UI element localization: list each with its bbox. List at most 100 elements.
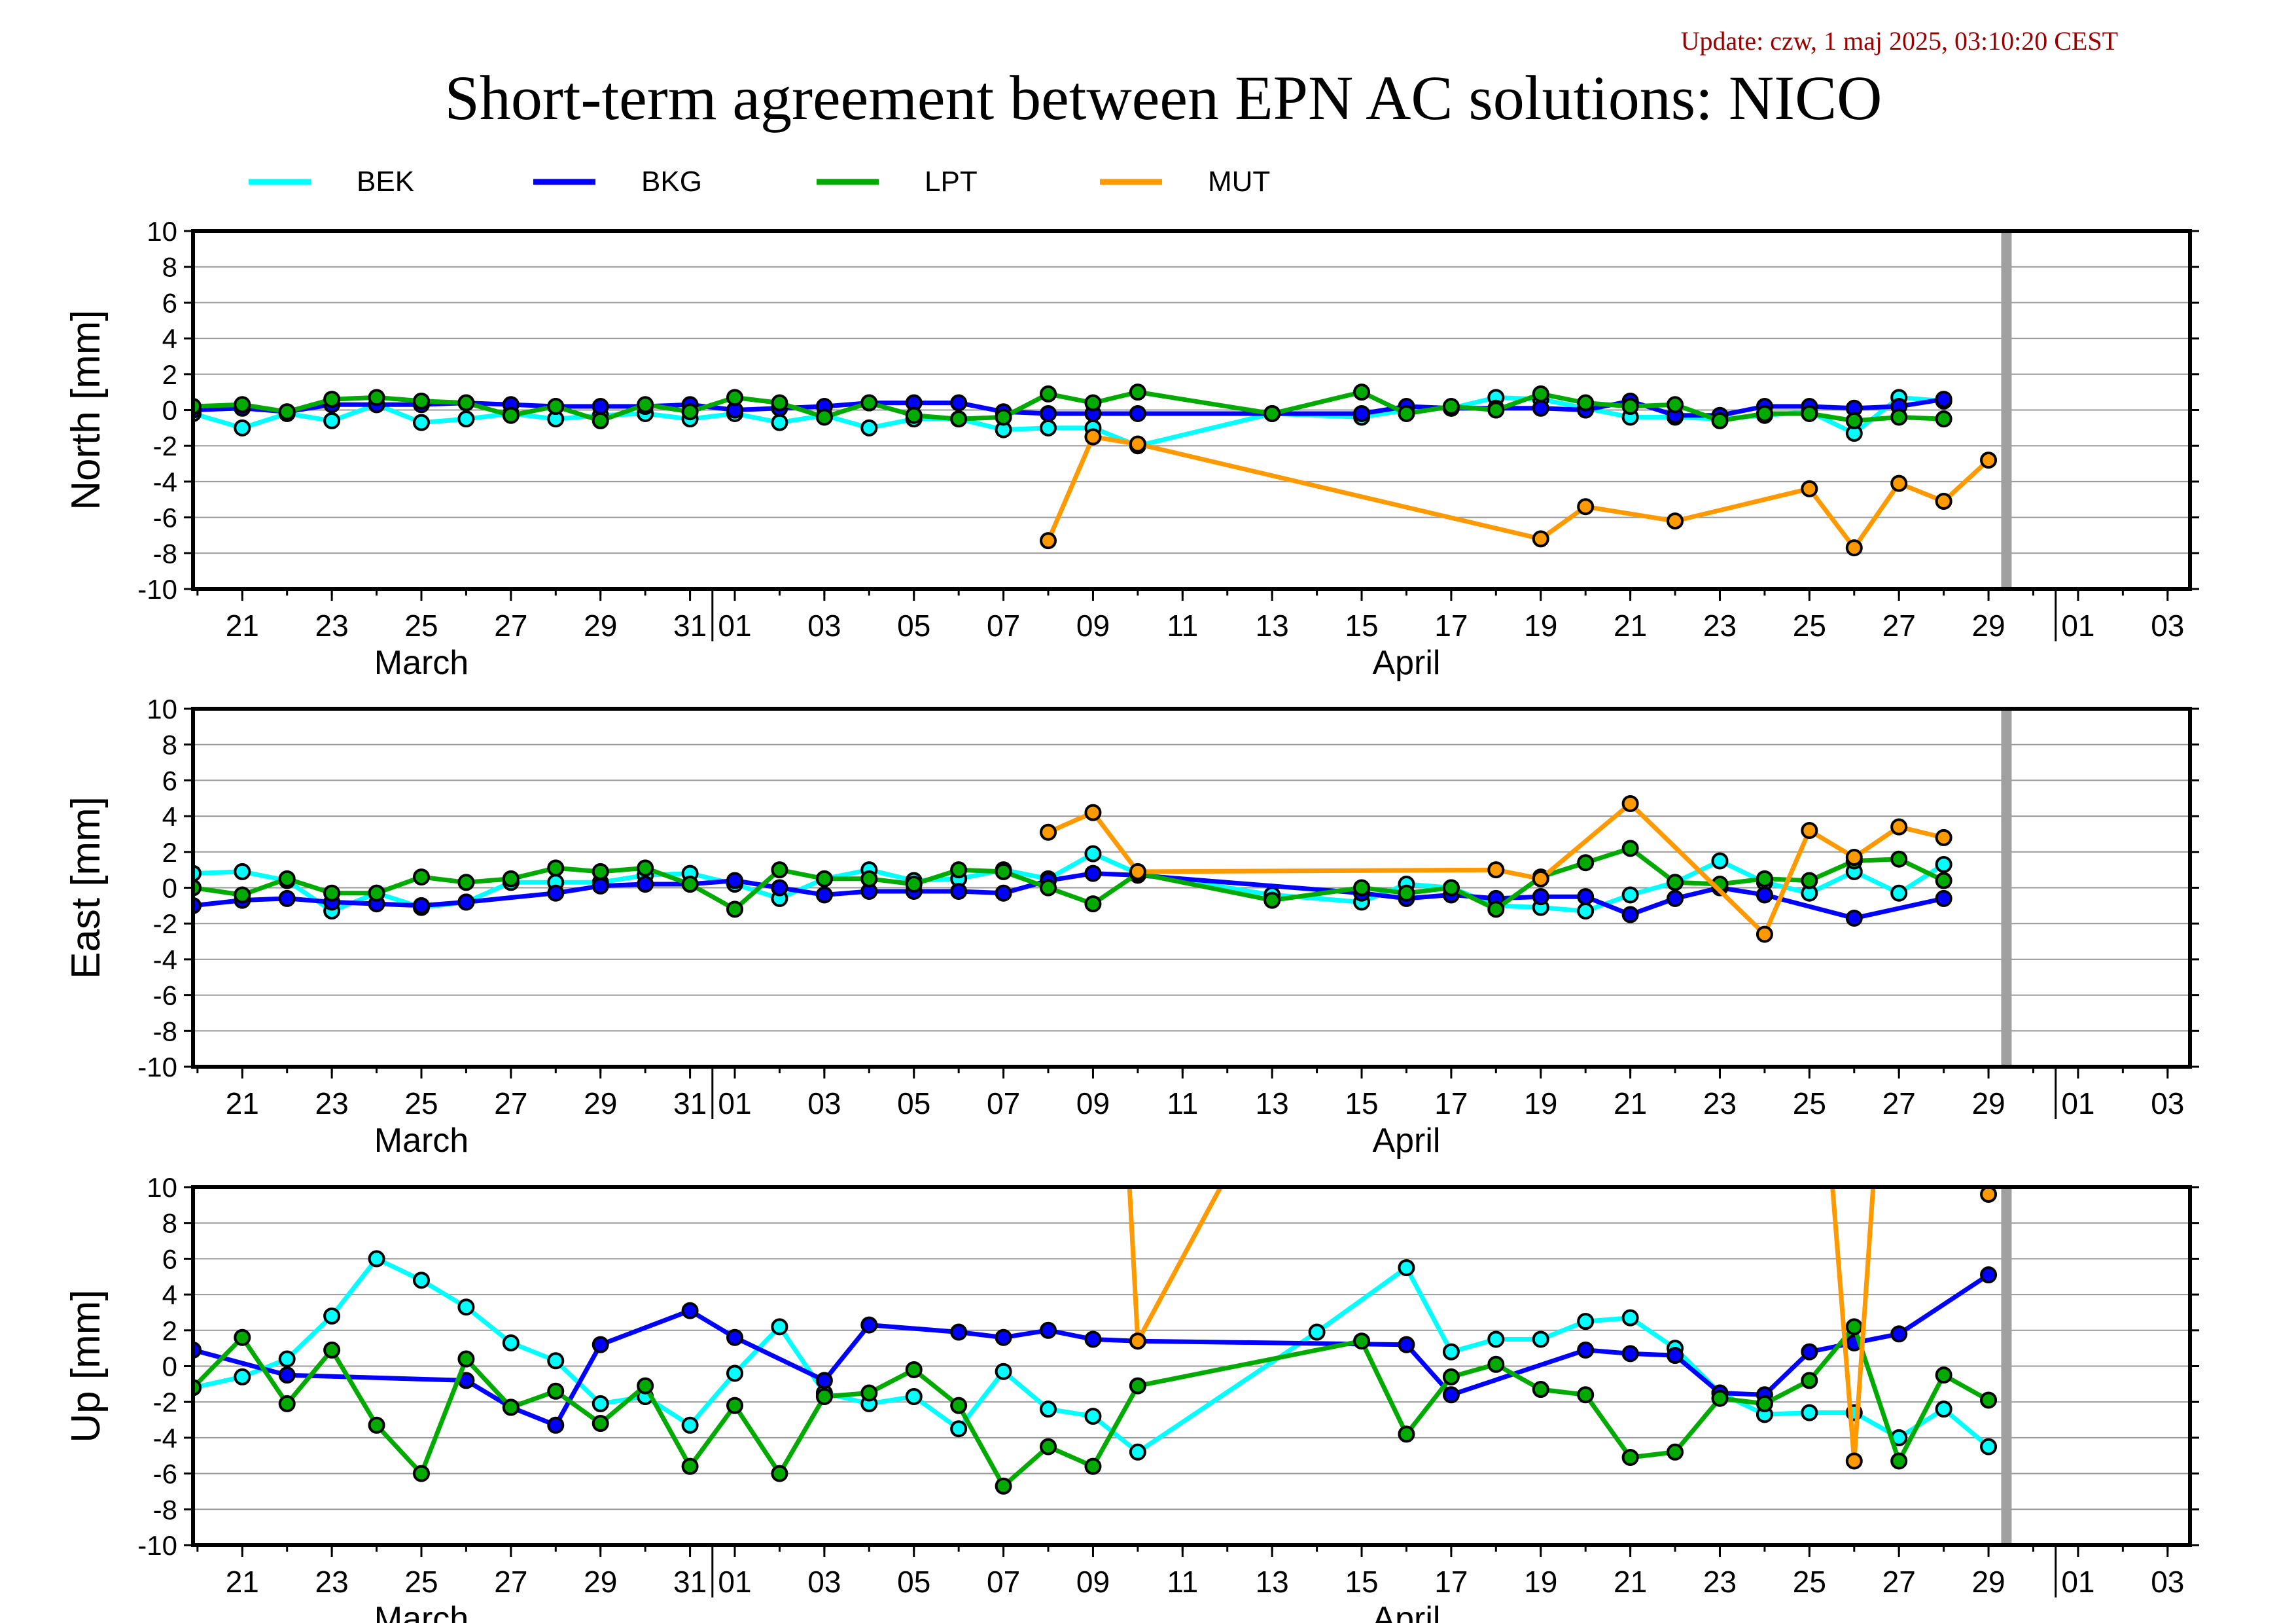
- data-point-mut: [1129, 435, 1146, 453]
- data-point-lpt: [502, 1399, 520, 1416]
- data-point-bkg: [1935, 889, 1952, 907]
- y-tick-label: 6: [162, 1243, 177, 1274]
- data-point-mut: [1129, 863, 1146, 880]
- panel-east: 10 8 6 4 2 0 -2 -4 -6 -8 -10 East [mm] 21 23 25 27 29 31 0…: [63, 694, 2199, 1160]
- data-point-lpt: [457, 874, 475, 891]
- x-tick-label: 23: [315, 1565, 349, 1599]
- x-tick-label: 21: [226, 609, 259, 643]
- x-tick-label: 03: [807, 609, 841, 643]
- data-point-bkg: [1890, 1325, 1908, 1343]
- data-point-bkg: [1040, 404, 1057, 422]
- data-point-mut: [1890, 818, 1908, 836]
- data-point-lpt: [995, 863, 1012, 880]
- data-point-lpt: [1487, 1355, 1505, 1373]
- x-tick-label: 01: [2061, 609, 2094, 643]
- legend-item-bek: BEK: [249, 166, 414, 198]
- data-point-mut: [1532, 870, 1549, 887]
- data-point-lpt: [278, 870, 296, 887]
- data-point-bkg: [1532, 888, 1549, 906]
- data-point-mut: [1845, 849, 1863, 866]
- data-point-lpt: [995, 408, 1012, 426]
- data-point-bkg: [995, 884, 1012, 902]
- data-point-lpt: [1667, 396, 1684, 414]
- data-point-bkg: [1442, 1386, 1460, 1404]
- data-point-bek: [1040, 419, 1057, 437]
- month-label: April: [1372, 1122, 1440, 1160]
- x-tick-label: 17: [1434, 1086, 1468, 1120]
- data-point-bek: [457, 1298, 475, 1316]
- y-tick-label: 6: [162, 287, 177, 318]
- data-point-lpt: [1935, 1366, 1952, 1384]
- data-point-bkg: [1577, 1341, 1595, 1359]
- data-point-bek: [1532, 1330, 1549, 1348]
- x-tick-label: 23: [1703, 1565, 1737, 1599]
- data-point-mut: [1890, 474, 1908, 492]
- x-tick-label: 17: [1434, 609, 1468, 643]
- data-point-bkg: [1756, 886, 1773, 904]
- y-axis-title: North [mm]: [63, 310, 109, 510]
- data-point-lpt: [278, 1395, 296, 1412]
- data-point-lpt: [1442, 1368, 1460, 1385]
- data-point-lpt: [412, 392, 430, 410]
- legend-item-mut: MUT: [1100, 166, 1270, 198]
- x-tick-label: 27: [1882, 1086, 1916, 1120]
- x-tick-label: 05: [897, 1086, 930, 1120]
- x-tick-label: 03: [807, 1086, 841, 1120]
- data-point-bkg: [815, 886, 833, 904]
- data-point-bkg: [1129, 404, 1146, 422]
- data-point-lpt: [1084, 394, 1102, 412]
- x-tick-label: 03: [807, 1565, 841, 1599]
- data-point-bek: [1890, 884, 1908, 902]
- data-point-lpt: [1756, 1395, 1773, 1412]
- y-axis-title: East [mm]: [63, 796, 109, 979]
- data-point-lpt: [1442, 398, 1460, 416]
- data-point-mut: [1084, 428, 1102, 446]
- data-point-lpt: [1801, 404, 1818, 422]
- chart-title: Short-term agreement between EPN AC solu…: [445, 63, 1882, 133]
- data-point-bek: [771, 1318, 788, 1336]
- data-point-bkg: [637, 876, 654, 893]
- x-tick-label: 29: [584, 1086, 617, 1120]
- data-point-lpt: [950, 1397, 968, 1414]
- data-point-lpt: [1263, 891, 1281, 909]
- x-tick-label: 25: [404, 1565, 438, 1599]
- data-point-lpt: [771, 861, 788, 879]
- y-tick-label: 4: [162, 323, 177, 354]
- y-tick-label: 10: [147, 216, 177, 247]
- x-tick-label: 01: [2061, 1086, 2094, 1120]
- data-point-lpt: [1935, 410, 1952, 428]
- data-point-bek: [1084, 845, 1102, 863]
- y-tick-label: 6: [162, 765, 177, 796]
- data-point-mut: [1084, 804, 1102, 821]
- y-tick-label: 8: [162, 252, 177, 283]
- data-point-lpt: [1442, 879, 1460, 897]
- data-point-bkg: [1801, 1343, 1818, 1361]
- data-point-bkg: [1577, 888, 1595, 906]
- x-tick-label: 23: [315, 609, 349, 643]
- y-axis-title: Up [mm]: [63, 1289, 109, 1442]
- y-tick-label: -10: [137, 574, 177, 605]
- data-point-lpt: [457, 1350, 475, 1368]
- data-point-lpt: [1577, 854, 1595, 872]
- data-point-lpt: [1129, 383, 1146, 401]
- x-tick-label: 19: [1524, 609, 1557, 643]
- data-point-lpt: [905, 1361, 923, 1378]
- data-point-mut: [1801, 480, 1818, 497]
- data-point-bkg: [995, 1329, 1012, 1346]
- data-point-bek: [412, 1272, 430, 1289]
- x-tick-label: 15: [1345, 1565, 1378, 1599]
- data-point-lpt: [905, 406, 923, 424]
- data-point-lpt: [368, 389, 385, 406]
- x-tick-label: 03: [2151, 1086, 2184, 1120]
- x-tick-label: 05: [897, 1565, 930, 1599]
- x-tick-label: 29: [1971, 1565, 2005, 1599]
- x-tick-label: 13: [1256, 609, 1289, 643]
- data-point-mut: [1129, 1332, 1146, 1350]
- data-point-lpt: [1980, 1391, 1998, 1409]
- x-tick-label: 31: [673, 1565, 707, 1599]
- plot-frame: [191, 229, 2192, 591]
- panel-north: 10 8 6 4 2 0 -2 -4 -6 -8 -10 North [mm] 21 23 25 27 29 31…: [63, 216, 2199, 682]
- x-tick-label: 19: [1524, 1565, 1557, 1599]
- data-point-bek: [502, 1334, 520, 1351]
- data-point-bek: [278, 1350, 296, 1368]
